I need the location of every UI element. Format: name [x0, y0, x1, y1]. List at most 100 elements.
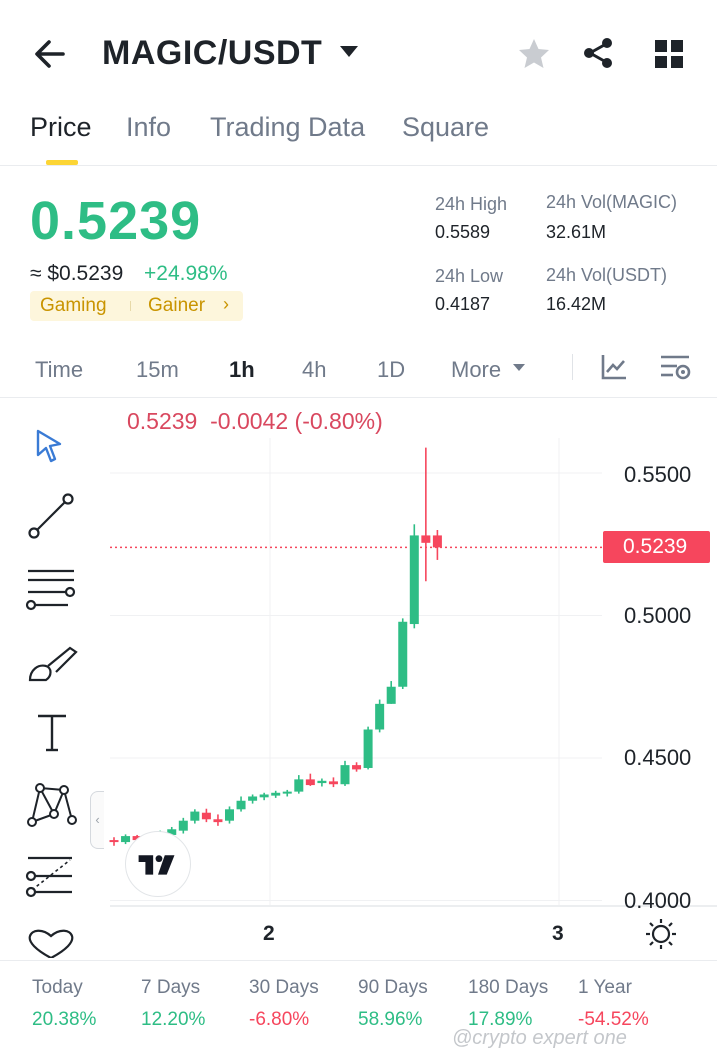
- more-caret-icon: [513, 364, 525, 371]
- perf-value-90d: 58.96%: [358, 1009, 423, 1030]
- favorite-heart-icon[interactable]: [26, 928, 76, 958]
- candle-body-23: [375, 703, 385, 730]
- candle-body-22: [363, 729, 373, 768]
- vol-base-value: 32.61M: [546, 222, 607, 242]
- interval-time[interactable]: Time: [35, 357, 84, 382]
- perf-label-90d: 90 Days: [358, 977, 428, 998]
- text-tool-icon[interactable]: [35, 712, 69, 754]
- y-axis-label-3: 0.4000: [624, 888, 692, 908]
- tab-price[interactable]: Price: [30, 112, 92, 142]
- ohlc-change: -0.0042: [210, 408, 289, 434]
- tab-info[interactable]: Info: [126, 112, 172, 142]
- y-axis-label-2: 0.4500: [624, 745, 692, 770]
- ohlc-price: 0.5239: [127, 408, 198, 434]
- tradingview-logo: [125, 831, 191, 897]
- ohlc-change-pct: (-0.80%): [294, 408, 383, 434]
- perf-value-7d: 12.20%: [141, 1009, 206, 1030]
- interval-1h[interactable]: 1h: [229, 357, 255, 382]
- share-icon[interactable]: [580, 35, 616, 71]
- candle-body-0: [109, 840, 119, 843]
- divider: [572, 354, 573, 380]
- tab-trading-data[interactable]: Trading Data: [210, 112, 366, 142]
- x-axis-label-0: 2: [263, 922, 275, 945]
- y-axis-label-1: 0.5000: [624, 603, 692, 628]
- x-axis-label-1: 3: [552, 922, 564, 945]
- candle-body-24: [386, 686, 396, 704]
- candle-body-16: [294, 779, 304, 792]
- y-axis-label-0: 0.5500: [624, 462, 692, 487]
- high-value: 0.5589: [435, 222, 491, 242]
- candle-body-15: [282, 791, 292, 794]
- candle-body-20: [340, 765, 350, 785]
- ohlc-readout: 0.5239 -0.0042 (-0.80%): [127, 408, 383, 435]
- candle-body-25: [398, 621, 408, 687]
- top-bar: MAGIC/USDT: [0, 0, 717, 105]
- candle-body-12: [248, 796, 258, 801]
- main-tabs: Price Info Trading Data Square: [0, 108, 717, 166]
- tag-divider: [130, 301, 131, 311]
- low-value: 0.4187: [435, 294, 491, 314]
- interval-more[interactable]: More: [451, 357, 502, 382]
- candle-body-28: [432, 535, 442, 548]
- category-tags[interactable]: Gaming Gainer ›: [30, 291, 243, 321]
- brush-icon[interactable]: [26, 642, 80, 684]
- sun-theme-icon[interactable]: [645, 918, 677, 950]
- dropdown-caret-icon[interactable]: [340, 46, 358, 57]
- price-chart[interactable]: 0.5239 -0.0042 (-0.80%): [0, 398, 717, 960]
- candle-body-14: [271, 792, 281, 796]
- candle-body-8: [201, 812, 211, 820]
- tag-gainer[interactable]: Gainer: [148, 295, 206, 316]
- star-icon[interactable]: [516, 36, 552, 72]
- candle-body-21: [352, 765, 362, 770]
- perf-label-today: Today: [32, 977, 83, 998]
- perf-label-1y: 1 Year: [578, 977, 632, 998]
- interval-1d[interactable]: 1D: [377, 357, 406, 382]
- low-label: 24h Low: [435, 266, 504, 286]
- pattern-icon[interactable]: [26, 782, 78, 828]
- candle-body-7: [190, 811, 200, 821]
- candle-body-13: [259, 794, 269, 798]
- interval-4h[interactable]: 4h: [302, 357, 327, 382]
- back-arrow-icon[interactable]: [30, 34, 70, 74]
- candle-body-17: [305, 779, 315, 786]
- cursor-icon[interactable]: [33, 428, 67, 464]
- perf-label-180d: 180 Days: [468, 977, 549, 998]
- usd-equivalent: ≈ $0.5239: [30, 262, 124, 285]
- trend-line-icon[interactable]: [27, 492, 75, 540]
- candlestick-plot[interactable]: [0, 398, 717, 960]
- perf-label-7d: 7 Days: [141, 977, 201, 998]
- grid-menu-icon[interactable]: [653, 38, 685, 70]
- candle-body-10: [225, 809, 234, 821]
- high-label: 24h High: [435, 194, 508, 214]
- tag-gaming[interactable]: Gaming: [40, 295, 107, 316]
- candle-body-6: [178, 820, 188, 831]
- candle-body-26: [409, 535, 419, 625]
- vol-base-label: 24h Vol(MAGIC): [546, 192, 678, 212]
- chevron-right-icon: ›: [223, 294, 229, 314]
- last-price-tag: 0.5239: [603, 531, 710, 563]
- candle-body-1: [121, 836, 131, 843]
- watermark: @crypto expert one: [452, 1027, 627, 1049]
- candle-body-19: [328, 781, 338, 785]
- interval-15m[interactable]: 15m: [136, 357, 179, 382]
- chart-settings-icon[interactable]: [659, 353, 691, 383]
- perf-value-30d: -6.80%: [249, 1009, 310, 1030]
- vol-quote-value: 16.42M: [546, 294, 607, 314]
- toolbar-collapse-handle[interactable]: ‹: [90, 791, 104, 849]
- candle-body-27: [421, 535, 431, 543]
- perf-label-30d: 30 Days: [249, 977, 319, 998]
- trading-pair-title[interactable]: MAGIC/USDT: [102, 34, 323, 72]
- candle-body-11: [236, 800, 246, 810]
- tab-square[interactable]: Square: [402, 112, 490, 142]
- perf-value-today: 20.38%: [32, 1009, 97, 1030]
- horizontal-lines-icon[interactable]: [24, 566, 78, 612]
- candle-body-5: [167, 829, 177, 835]
- active-tab-indicator: [46, 160, 78, 165]
- indicator-icon[interactable]: [600, 353, 628, 381]
- vol-quote-label: 24h Vol(USDT): [546, 265, 668, 285]
- perf-value-180d: 17.89%: [468, 1009, 533, 1030]
- perf-value-1y: -54.52%: [578, 1009, 649, 1030]
- candle-body-18: [317, 780, 327, 784]
- fib-retracement-icon[interactable]: [24, 854, 76, 898]
- last-price: 0.5239: [30, 191, 202, 251]
